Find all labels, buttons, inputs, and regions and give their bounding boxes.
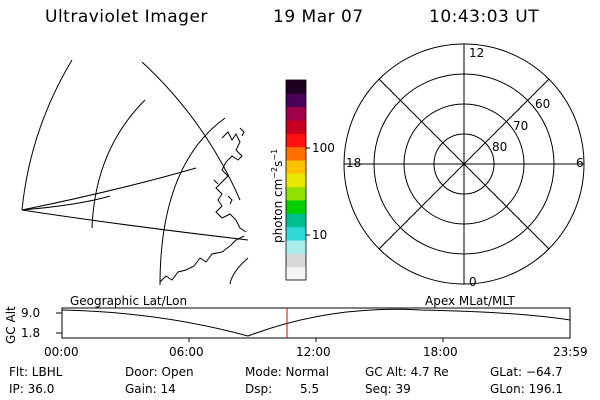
- dsp-value: 5.5: [300, 382, 320, 396]
- colorbar-segment: [286, 186, 306, 201]
- colorbar-segment: [286, 133, 306, 148]
- observation-date: 19 Mar 07: [273, 7, 364, 27]
- map-lon-line-3: [21, 167, 197, 211]
- seq-info: Seq: 39: [365, 382, 411, 396]
- ip-info: IP: 36.0: [9, 382, 55, 396]
- mlt-label-18: 18: [346, 156, 362, 170]
- filter-info: Flt: LBHL: [9, 365, 63, 379]
- map-lat-arc-1: [21, 59, 73, 211]
- observation-time: 10:43:03 UT: [429, 7, 540, 27]
- colorbar-segment: [286, 80, 306, 94]
- time-tick-2359: 23:59: [553, 345, 588, 359]
- geographic-title: Geographic Lat/Lon: [70, 294, 188, 308]
- polar-mlat-mlt-plot: [343, 43, 585, 285]
- map-lon-line-1: [141, 61, 241, 201]
- mlat-label-70: 70: [513, 119, 529, 133]
- mlat-label-80: 80: [492, 140, 508, 154]
- mlt-label-0: 0: [469, 275, 477, 289]
- colorbar-segment: [286, 120, 306, 134]
- colorbar-segment: [286, 146, 306, 161]
- coastline: [159, 131, 247, 283]
- glon-info: GLon: 196.1: [490, 382, 563, 396]
- colorbar-segment: [286, 106, 306, 121]
- gc-alt-info: GC Alt: 4.7 Re: [365, 365, 449, 379]
- colorbar-segment: [286, 266, 306, 281]
- altitude-axis-label: GC Alt: [4, 306, 18, 344]
- alt-tick-9: 9.0: [21, 306, 41, 320]
- colorbar-segment: [286, 213, 306, 228]
- map-outer-edge: [21, 195, 111, 211]
- colorbar-segment: [286, 173, 306, 188]
- alt-tick-1-8: 1.8: [21, 326, 41, 340]
- colorbar-tick-100: 100: [312, 141, 335, 155]
- glat-info: GLat: −64.7: [490, 365, 563, 379]
- time-tick-0600: 06:00: [169, 345, 204, 359]
- time-tick-1800: 18:00: [423, 345, 458, 359]
- colorbar-segment: [286, 160, 306, 174]
- geographic-map: [21, 59, 249, 286]
- instrument-title: Ultraviolet Imager: [45, 7, 208, 27]
- colorbar-segment: [286, 240, 306, 254]
- colorbar-segment: [286, 253, 306, 268]
- mlt-label-6: 6: [576, 156, 584, 170]
- mode-info: Mode: Normal: [245, 365, 329, 379]
- time-tick-1200: 12:00: [296, 345, 331, 359]
- colorbar-segment: [286, 226, 306, 241]
- altitude-strip: [56, 307, 571, 342]
- map-lat-arc-4: [229, 257, 249, 285]
- dsp-label: Dsp:: [245, 382, 273, 396]
- apex-title: Apex MLat/MLT: [425, 294, 515, 308]
- colorbar-segment: [286, 200, 306, 214]
- map-lat-arc-2: [91, 99, 146, 229]
- coast-islands: [213, 127, 245, 205]
- altitude-curve: [61, 308, 571, 337]
- mlat-label-60: 60: [535, 97, 551, 111]
- color-scale-bar: [286, 80, 306, 281]
- mlt-label-12: 12: [469, 46, 485, 60]
- colorbar-segment: [286, 93, 306, 108]
- door-info: Door: Open: [125, 365, 194, 379]
- colorbar-tick-10: 10: [312, 228, 328, 242]
- time-tick-0000: 00:00: [44, 345, 79, 359]
- map-lat-arc-3: [159, 117, 226, 286]
- map-lon-line-2: [21, 209, 249, 241]
- colorbar-unit-label: photon cm−2s−1: [270, 148, 285, 243]
- gain-info: Gain: 14: [125, 382, 176, 396]
